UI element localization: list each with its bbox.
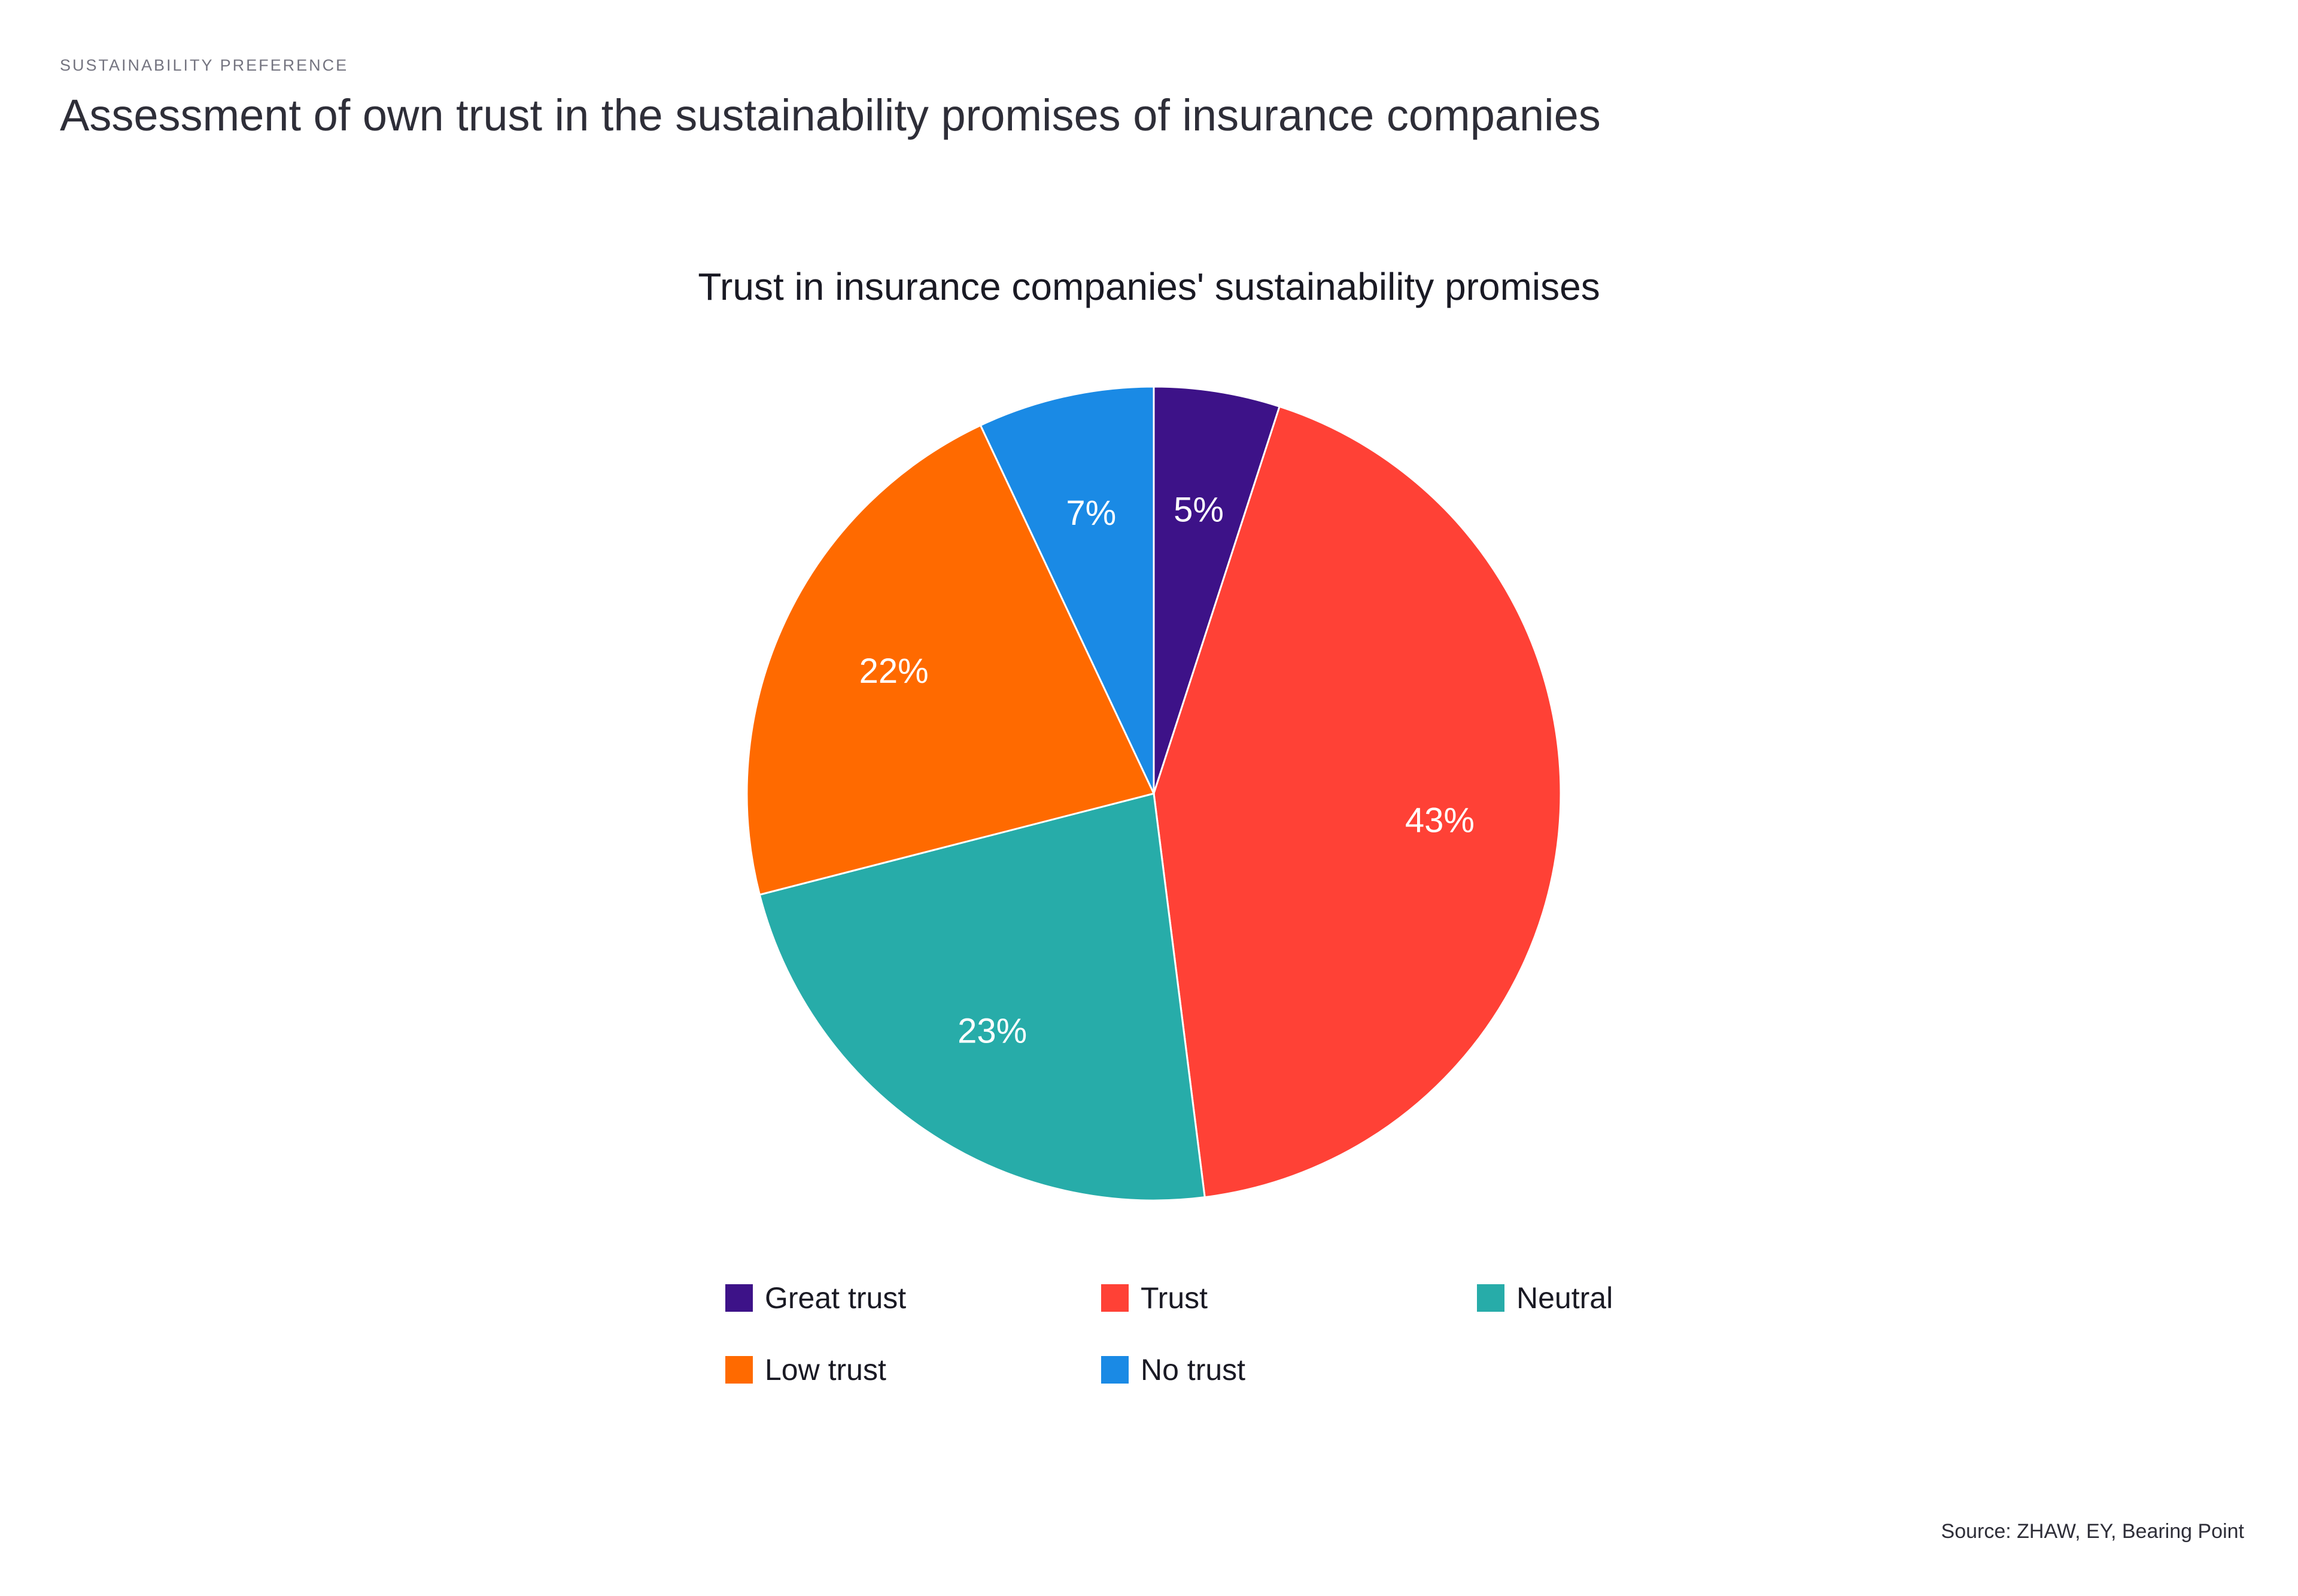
legend-label: Neutral: [1516, 1281, 1613, 1315]
pie-slice-low-trust: [746, 424, 1156, 896]
pie-slice-no-trust: [979, 385, 1155, 794]
legend-item-great-trust: Great trust: [725, 1281, 906, 1315]
pie-slice-trust: [1153, 405, 1562, 1199]
legend-item-no-trust: No trust: [1101, 1352, 1245, 1387]
legend-item-trust: Trust: [1101, 1281, 1208, 1315]
slice-label-trust: 43%: [1405, 801, 1475, 840]
legend-item-neutral: Neutral: [1477, 1281, 1613, 1315]
legend-swatch: [1101, 1284, 1129, 1312]
eyebrow-label: SUSTAINABILITY PREFERENCE: [60, 56, 349, 74]
slice-label-great-trust: 5%: [1174, 490, 1224, 529]
pie-slice-great-trust: [1153, 385, 1281, 794]
legend-label: Great trust: [765, 1281, 907, 1315]
legend-swatch: [1477, 1284, 1504, 1312]
legend-swatch: [725, 1284, 753, 1312]
source-note: Source: ZHAW, EY, Bearing Point: [1941, 1520, 2244, 1543]
slice-label-low-trust: 22%: [859, 652, 929, 691]
slice-label-no-trust: 7%: [1066, 494, 1116, 533]
legend-item-low-trust: Low trust: [725, 1352, 886, 1387]
slice-label-neutral: 23%: [957, 1011, 1027, 1050]
pie-slice-neutral: [758, 792, 1206, 1202]
page-title: Assessment of own trust in the sustainab…: [60, 90, 1601, 140]
legend-label: Trust: [1141, 1281, 1208, 1315]
legend-swatch: [725, 1356, 753, 1384]
legend-label: No trust: [1141, 1353, 1246, 1387]
chart-title: Trust in insurance companies' sustainabi…: [698, 265, 1600, 308]
legend-swatch: [1101, 1356, 1129, 1384]
legend-label: Low trust: [765, 1353, 886, 1387]
